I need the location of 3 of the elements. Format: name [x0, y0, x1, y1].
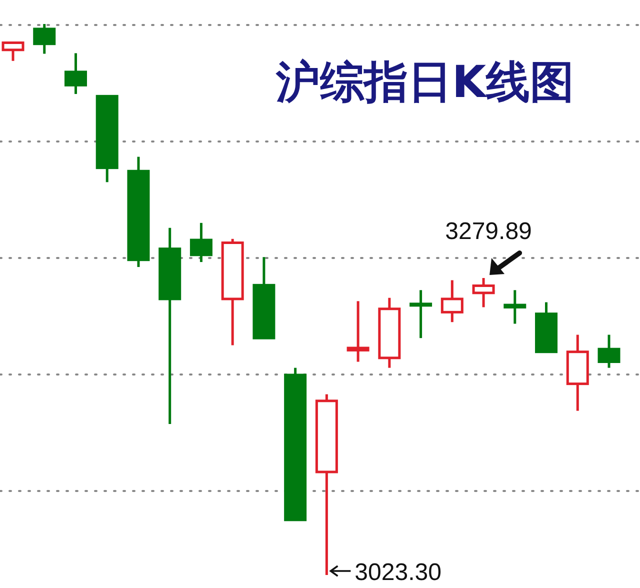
text: 沪综指日K线图 — [274, 57, 574, 108]
annotation: 3023.30 — [354, 559, 442, 586]
annotation: 3279.89 — [445, 218, 532, 245]
